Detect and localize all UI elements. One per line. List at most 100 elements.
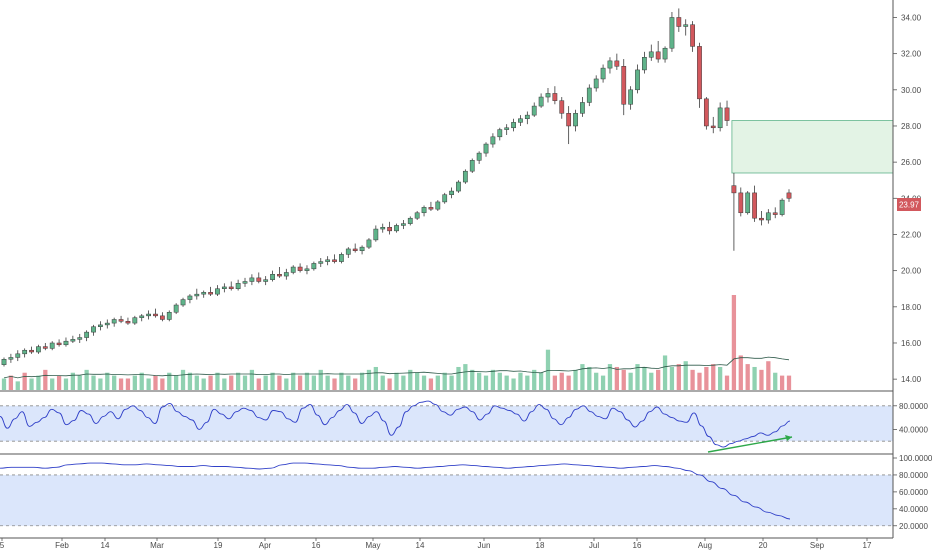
candle: [29, 346, 34, 354]
candle: [745, 191, 751, 215]
time-tick-label: 14: [416, 541, 425, 550]
candle: [511, 118, 516, 132]
candle: [256, 272, 262, 284]
time-tick-label: Jul: [589, 541, 599, 550]
candle-body: [15, 353, 21, 358]
volume-bar: [607, 364, 613, 390]
candle-body: [407, 217, 413, 224]
volume-bar: [366, 369, 372, 390]
volume-bar: [36, 375, 41, 390]
time-tick-label: May: [365, 541, 380, 550]
volume-bar: [339, 372, 344, 390]
volume-bar: [132, 375, 137, 390]
price-tick-label: 28.00: [901, 122, 922, 131]
candle-body: [772, 212, 778, 215]
volume-bar: [580, 364, 585, 390]
volume-bar: [504, 375, 509, 390]
candle: [242, 277, 248, 287]
candle-body: [132, 317, 138, 324]
candle: [1, 357, 7, 367]
candle-body: [201, 292, 207, 295]
candle: [545, 87, 551, 103]
candle-body: [91, 326, 96, 333]
candle: [483, 142, 489, 157]
time-tick-label: Aug: [698, 541, 712, 550]
volume-bar: [662, 355, 668, 390]
candle-body: [56, 342, 62, 346]
candle: [435, 200, 441, 211]
candle-body: [22, 349, 28, 355]
candle-body: [545, 93, 551, 98]
volume-bar: [532, 369, 537, 390]
volume-bar: [15, 381, 20, 390]
candle: [772, 207, 778, 219]
volume-ma-line: [3, 356, 790, 379]
candle-body: [600, 67, 606, 80]
candle: [648, 44, 654, 61]
candle: [635, 64, 640, 94]
volume-bar: [270, 372, 275, 390]
candle: [731, 172, 737, 251]
candle-body: [221, 286, 227, 289]
volume-bar: [545, 349, 551, 390]
volume-bar: [98, 378, 103, 390]
candle: [159, 312, 165, 322]
candle-body: [332, 259, 337, 262]
volume-bar: [525, 375, 530, 390]
volume-bar: [325, 375, 330, 390]
candle: [614, 53, 620, 70]
candle-body: [373, 228, 379, 241]
candle-body: [676, 17, 682, 27]
candle: [104, 319, 110, 329]
volume-bar: [118, 378, 124, 390]
candle-body: [208, 292, 213, 295]
candle: [442, 192, 448, 204]
volume-bar: [476, 372, 482, 390]
candle: [401, 220, 406, 230]
volume-bar: [766, 361, 771, 390]
candle-body: [648, 51, 654, 58]
candle-body: [49, 342, 55, 349]
candle: [339, 252, 344, 264]
volume-bar: [380, 375, 385, 390]
price-tick-label: 26.00: [901, 158, 922, 167]
oscillator-1-band: [0, 405, 893, 442]
candle: [518, 115, 523, 126]
volume-bar: [642, 366, 647, 390]
volume-bar: [690, 369, 695, 390]
candle: [642, 51, 647, 74]
volume-bar: [649, 372, 654, 390]
candle-body: [311, 263, 317, 270]
volume-bar: [752, 366, 757, 390]
volume-bar: [1, 378, 7, 390]
volume-bar: [43, 369, 48, 390]
candle: [690, 21, 695, 52]
time-tick-label: 16: [633, 541, 642, 550]
candle-body: [731, 185, 737, 194]
price-tick-label: 16.00: [901, 339, 922, 348]
volume-bar: [559, 372, 564, 390]
candle: [504, 124, 510, 136]
volume-bar: [304, 372, 310, 390]
volume-bar: [456, 366, 461, 390]
candle: [366, 238, 372, 249]
candle: [552, 86, 558, 105]
candle: [621, 59, 627, 116]
last-price-tag-box: [897, 198, 921, 211]
candle-body: [703, 98, 709, 127]
volume-bar: [105, 372, 110, 390]
volume-bar: [415, 372, 420, 390]
price-tick-label: 22.00: [901, 230, 922, 239]
volume-bar: [8, 375, 14, 390]
volume-bar: [77, 375, 82, 390]
volume-bar: [711, 364, 716, 390]
volume-bar: [683, 361, 688, 390]
candle: [669, 12, 675, 52]
candle-body: [139, 315, 145, 318]
candle-body: [779, 199, 785, 215]
candle: [456, 180, 461, 193]
candle: [414, 210, 420, 221]
volume-bar: [738, 355, 743, 390]
candle-body: [518, 118, 523, 123]
